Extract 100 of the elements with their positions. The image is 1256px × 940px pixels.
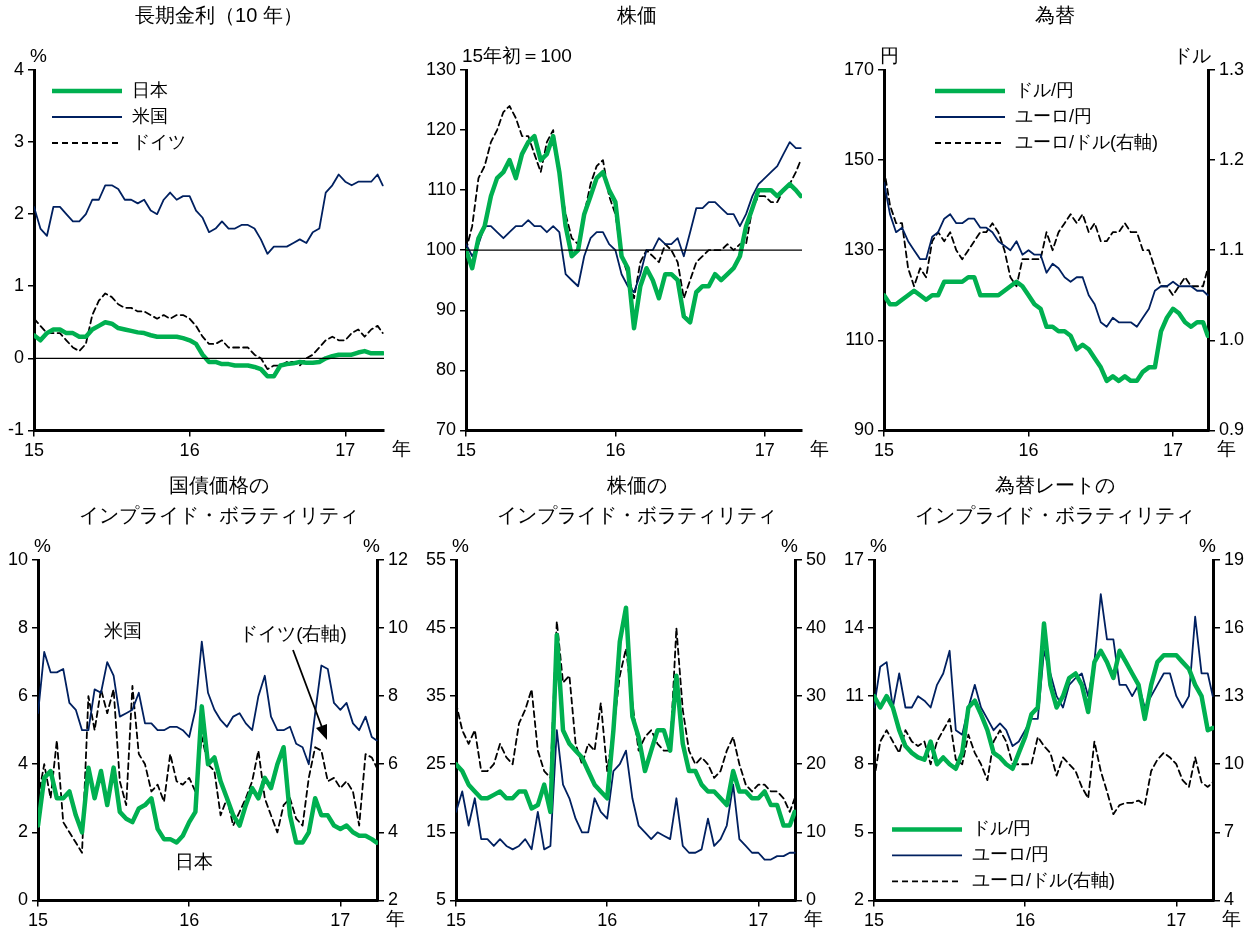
legend-label: 日本	[132, 79, 168, 100]
x-tick-label: 16	[179, 440, 200, 461]
y-axis-title: %	[870, 534, 888, 556]
y-tick-label: -1	[7, 419, 24, 440]
y2-tick-label: 4	[1223, 889, 1234, 910]
legend-label: ユーロ/円	[1015, 105, 1093, 126]
y-tick-label: 130	[843, 239, 875, 260]
y2-tick-label: 10	[1223, 753, 1245, 774]
chart-subtitle: インプライド・ボラティリティ	[915, 503, 1195, 528]
y-tick-label: 11	[845, 685, 865, 706]
y-tick-label: 55	[425, 548, 447, 569]
y2-tick-label: 16	[1223, 617, 1245, 638]
y-tick-label: 90	[854, 419, 875, 440]
legend-label: ドイツ	[132, 131, 186, 152]
chart-subtitle: インプライド・ボラティリティ	[497, 503, 777, 528]
annotation: 日本	[175, 851, 214, 873]
y-tick-label: 80	[436, 359, 457, 380]
x-tick-label: 16	[597, 910, 618, 931]
y-tick-label: 120	[425, 119, 457, 140]
y2-tick-label: 30	[805, 685, 827, 706]
chart-title: 株価の	[606, 473, 668, 498]
chart-title: 長期金利（10 年）	[135, 3, 303, 28]
y-tick-label: 2	[13, 203, 24, 224]
legend-label: ドル/円	[972, 818, 1032, 839]
y2-tick-label: 1.2	[1218, 149, 1245, 170]
y2-tick-label: 19	[1223, 548, 1245, 569]
chart-subtitle: インプライド・ボラティリティ	[79, 503, 359, 528]
x-tick-label: 17	[330, 910, 351, 931]
y2-tick-label: 10	[387, 617, 409, 638]
x-axis-title: 年	[392, 438, 411, 460]
y-tick-label: 17	[843, 548, 865, 569]
y2-tick-label: 50	[805, 548, 827, 569]
chart-title: 為替	[1035, 3, 1075, 28]
x-tick-label: 16	[179, 910, 200, 931]
y-axis-title: %	[452, 534, 470, 556]
y2-tick-label: 4	[387, 821, 398, 842]
chart-title: 株価	[617, 3, 657, 28]
y2-tick-label: 12	[387, 548, 409, 569]
y-tick-label: 70	[436, 419, 457, 440]
y2-tick-label: 1.3	[1218, 58, 1245, 79]
y2-axis-title: %	[363, 534, 381, 556]
legend-label: ユーロ/ドル(右軸)	[1015, 131, 1159, 152]
x-axis-title: 年	[1216, 438, 1236, 460]
x-axis-title: 年	[385, 908, 405, 930]
legend-label: ユーロ/ドル(右軸)	[972, 870, 1116, 891]
y-tick-label: 0	[18, 889, 29, 910]
y-axis-title: 円	[880, 44, 900, 66]
y2-tick-label: 1.0	[1218, 329, 1245, 350]
y-tick-label: 1	[13, 275, 24, 296]
y-tick-label: 45	[425, 617, 447, 638]
y-tick-label: 110	[427, 179, 457, 200]
x-tick-label: 15	[874, 440, 895, 461]
y2-tick-label: 20	[805, 753, 827, 774]
y-tick-label: 110	[845, 329, 875, 350]
y2-tick-label: 1.1	[1218, 239, 1245, 260]
y-tick-label: 130	[425, 58, 457, 79]
y-tick-label: 25	[425, 753, 447, 774]
y2-tick-label: 7	[1223, 821, 1234, 842]
y-axis-title: %	[34, 534, 52, 556]
x-axis-title: 年	[803, 908, 823, 930]
y2-tick-label: 0	[805, 889, 816, 910]
x-tick-label: 16	[1018, 440, 1039, 461]
y2-tick-label: 13	[1223, 685, 1245, 706]
y-tick-label: 4	[18, 753, 29, 774]
y2-tick-label: 10	[805, 821, 827, 842]
y-tick-label: 35	[425, 685, 447, 706]
y2-tick-label: 40	[805, 617, 827, 638]
y-tick-label: 150	[843, 149, 875, 170]
y-tick-label: 100	[425, 239, 457, 260]
y2-axis-title: %	[781, 534, 799, 556]
y2-tick-label: 2	[387, 889, 398, 910]
y-tick-label: 14	[843, 617, 865, 638]
y2-tick-label: 0.9	[1218, 419, 1245, 440]
x-tick-label: 16	[1015, 910, 1036, 931]
y-tick-label: 8	[854, 753, 865, 774]
x-tick-label: 17	[748, 910, 769, 931]
x-tick-label: 17	[335, 440, 356, 461]
y-tick-label: 3	[13, 131, 24, 152]
legend-label: 米国	[132, 105, 168, 126]
y-tick-label: 2	[854, 889, 865, 910]
chart-title: 為替レートの	[994, 473, 1116, 498]
y-tick-label: 10	[7, 548, 29, 569]
x-tick-label: 17	[754, 440, 775, 461]
y2-axis-title: %	[1199, 534, 1217, 556]
y-tick-label: 5	[436, 889, 447, 910]
x-tick-label: 17	[1163, 440, 1184, 461]
y-tick-label: 5	[854, 821, 865, 842]
x-axis-title: 年	[810, 438, 829, 460]
y-tick-label: 0	[13, 347, 24, 368]
y-tick-label: 2	[18, 821, 29, 842]
y-tick-label: 170	[843, 58, 875, 79]
y-tick-label: 15	[425, 821, 447, 842]
y2-axis-title: ドル	[1172, 44, 1211, 66]
annotation: 米国	[104, 619, 143, 641]
x-axis-title: 年	[1221, 908, 1241, 930]
x-tick-label: 15	[456, 440, 477, 461]
y2-tick-label: 8	[387, 685, 398, 706]
x-tick-label: 17	[1166, 910, 1187, 931]
y-tick-label: 90	[436, 299, 457, 320]
y-tick-label: 6	[18, 685, 29, 706]
